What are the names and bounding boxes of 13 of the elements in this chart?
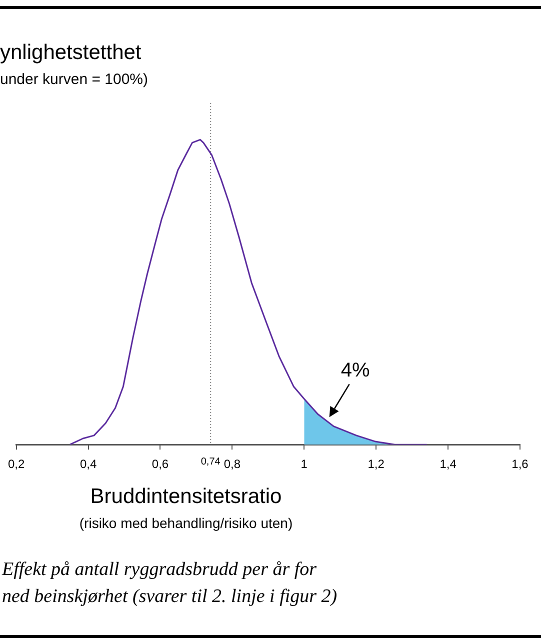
y-axis-title: ynlighetstetthet under kurven = 100%)	[0, 40, 148, 90]
x-tick-label: 1,4	[440, 457, 457, 472]
x-tick-label: 0,2	[8, 457, 26, 472]
annotation: 4%	[340, 360, 370, 382]
x-tick-label: 1	[300, 457, 308, 472]
x-axis-title: Bruddintensitetsratio (risiko med behandling/risiko uten)	[78, 484, 294, 533]
text: Effekt på antall ryggradsbrudd per år for ned beinskjørhet (svarer til 2. linje i figur 2)	[2, 558, 338, 609]
x-tick-label: 1,6	[512, 457, 529, 472]
x-tick-label: 0,8	[224, 457, 241, 472]
x-tick-label: 0,4	[80, 457, 97, 472]
x-tick-label: 0,6	[152, 457, 169, 472]
x-tick-label: 1,2	[368, 457, 385, 472]
ref-line-label: 0,74	[200, 456, 221, 468]
